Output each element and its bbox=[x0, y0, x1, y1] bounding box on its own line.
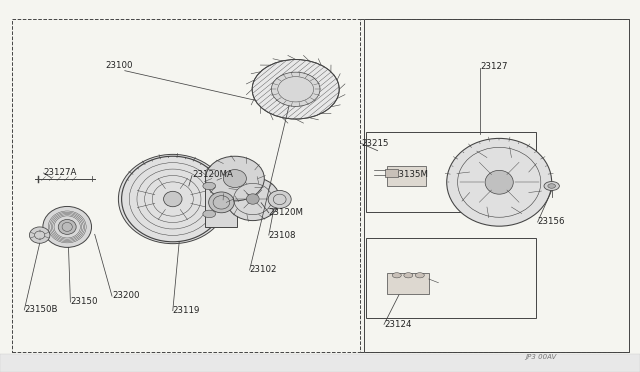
Circle shape bbox=[203, 182, 216, 190]
Bar bbox=[385, 169, 398, 177]
Ellipse shape bbox=[252, 60, 339, 119]
Text: 23120MA: 23120MA bbox=[192, 170, 233, 179]
Circle shape bbox=[203, 210, 216, 218]
Ellipse shape bbox=[209, 192, 234, 213]
Ellipse shape bbox=[246, 194, 259, 204]
FancyBboxPatch shape bbox=[205, 180, 237, 227]
Ellipse shape bbox=[29, 227, 50, 243]
Ellipse shape bbox=[447, 138, 552, 226]
Text: 23102: 23102 bbox=[250, 265, 277, 274]
Text: 23215: 23215 bbox=[362, 139, 389, 148]
Ellipse shape bbox=[43, 206, 92, 247]
Text: 23120M: 23120M bbox=[269, 208, 304, 217]
Text: 23135M: 23135M bbox=[394, 170, 429, 179]
Bar bbox=[0, 354, 640, 372]
Ellipse shape bbox=[268, 190, 291, 208]
Bar bbox=[366, 132, 536, 212]
Ellipse shape bbox=[271, 72, 320, 106]
Text: 23127A: 23127A bbox=[44, 169, 77, 177]
Text: 23150: 23150 bbox=[70, 297, 98, 306]
Ellipse shape bbox=[205, 156, 264, 201]
Circle shape bbox=[392, 273, 401, 278]
Bar bbox=[364, 19, 629, 352]
Text: 23150B: 23150B bbox=[24, 305, 58, 314]
Circle shape bbox=[544, 182, 559, 190]
Circle shape bbox=[415, 273, 424, 278]
Bar bbox=[387, 273, 429, 294]
Text: 23119: 23119 bbox=[173, 306, 200, 315]
Text: JP3 00AV: JP3 00AV bbox=[525, 354, 557, 360]
Text: 23200: 23200 bbox=[112, 291, 140, 300]
Text: 23156: 23156 bbox=[538, 217, 565, 226]
Text: 23127: 23127 bbox=[480, 62, 508, 71]
Ellipse shape bbox=[118, 154, 227, 244]
Ellipse shape bbox=[223, 170, 246, 187]
Ellipse shape bbox=[485, 170, 513, 194]
Ellipse shape bbox=[226, 177, 280, 221]
Circle shape bbox=[404, 273, 413, 278]
Ellipse shape bbox=[58, 219, 76, 234]
Circle shape bbox=[548, 184, 556, 188]
Bar bbox=[366, 238, 536, 318]
Text: 23124: 23124 bbox=[384, 320, 412, 329]
Text: 23108: 23108 bbox=[269, 231, 296, 240]
Bar bbox=[12, 19, 360, 352]
Ellipse shape bbox=[164, 191, 182, 207]
Bar bbox=[387, 166, 426, 186]
Text: 23100: 23100 bbox=[106, 61, 133, 70]
